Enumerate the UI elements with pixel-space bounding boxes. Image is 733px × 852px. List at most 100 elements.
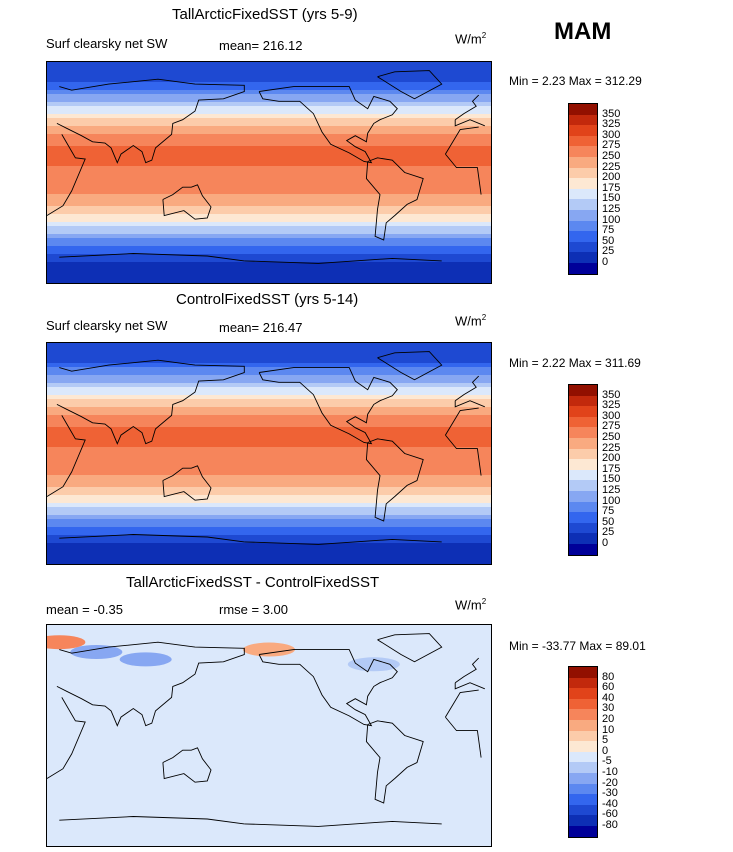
- coastline: [56, 78, 245, 164]
- colorbar-tick-label: -30: [602, 787, 618, 800]
- colorbar-tick-label: 275: [602, 420, 621, 433]
- field-band: [47, 451, 491, 456]
- field-band: [47, 483, 491, 488]
- field-band: [47, 134, 491, 139]
- colorbar-tick-label: 275: [602, 139, 621, 152]
- colorbar-tick-label: -60: [602, 808, 618, 821]
- field-band: [47, 270, 491, 275]
- colorbar-swatch: [569, 533, 597, 544]
- field-band: [47, 407, 491, 412]
- field-band: [47, 198, 491, 203]
- coastline: [377, 351, 443, 381]
- field-band: [47, 419, 491, 424]
- field-band: [47, 194, 491, 199]
- field-band: [47, 266, 491, 271]
- colorbar-swatch: [569, 104, 597, 115]
- field-band: [47, 150, 491, 155]
- colorbar-swatch: [569, 688, 597, 699]
- field-band: [47, 459, 491, 464]
- field-band: [47, 142, 491, 147]
- coastline: [377, 633, 443, 663]
- colorbar-swatch: [569, 677, 597, 689]
- field-band: [47, 94, 491, 99]
- field-band: [47, 110, 491, 115]
- field-band: [47, 70, 491, 75]
- panel-1-mean: mean= 216.12: [219, 38, 303, 53]
- field-band: [47, 543, 491, 548]
- field-band: [47, 278, 491, 283]
- field-band: [47, 399, 491, 404]
- field-band: [47, 563, 491, 564]
- coastline: [365, 438, 424, 522]
- panel-3-title: TallArcticFixedSST - ControlFixedSST: [126, 574, 380, 591]
- field-band: [47, 130, 491, 135]
- coastline: [454, 94, 480, 121]
- field-band: [47, 411, 491, 416]
- field-band: [47, 174, 491, 179]
- field-band: [47, 355, 491, 360]
- panel-1-units: W/m2: [455, 31, 487, 47]
- colorbar-swatch: [569, 220, 597, 232]
- colorbar-tick-label: 0: [602, 256, 609, 268]
- coastline: [445, 689, 479, 718]
- coastline: [162, 747, 212, 783]
- colorbar-swatch: [569, 406, 597, 417]
- colorbar-swatch: [569, 667, 597, 678]
- field-band: [47, 114, 491, 119]
- colorbar-swatch: [569, 501, 597, 513]
- coastline: [454, 400, 485, 408]
- coastline: [445, 126, 479, 155]
- field-band: [47, 503, 491, 508]
- colorbar-tick-label: 60: [602, 681, 615, 694]
- colorbar-swatch: [569, 395, 597, 407]
- coastline: [244, 538, 442, 545]
- coastline: [59, 534, 245, 543]
- field-band: [47, 423, 491, 428]
- coastline: [454, 682, 485, 690]
- field-band: [47, 511, 491, 516]
- field-band: [47, 507, 491, 512]
- field-band: [47, 343, 491, 348]
- field-band: [47, 443, 491, 448]
- field-band: [47, 154, 491, 159]
- field-band: [47, 234, 491, 239]
- panel-1-title: TallArcticFixedSST (yrs 5-9): [172, 6, 358, 23]
- field-band: [47, 531, 491, 536]
- colorbar-tick-label: 0: [602, 744, 609, 757]
- coastline: [162, 184, 212, 220]
- anomaly-patch: [47, 635, 86, 650]
- coastline: [454, 119, 485, 127]
- field-band: [47, 122, 491, 127]
- colorbar-swatch: [569, 825, 597, 837]
- field-band: [47, 387, 491, 392]
- colorbar-swatch: [569, 125, 597, 136]
- panel-1-minmax: Min = 2.23 Max = 312.29: [509, 74, 642, 88]
- coastline: [244, 820, 442, 827]
- anomaly-patch: [119, 652, 172, 667]
- field-band: [47, 415, 491, 420]
- colorbar-swatch: [569, 252, 597, 263]
- field-band: [47, 467, 491, 472]
- colorbar-tick-label: 0: [602, 537, 609, 549]
- colorbar-swatch: [569, 522, 597, 534]
- colorbar-tick-label: 40: [602, 691, 615, 704]
- colorbar-tick-label: 300: [602, 409, 621, 422]
- field-band: [47, 158, 491, 163]
- colorbar-swatch: [569, 709, 597, 720]
- colorbar-tick-label: 325: [602, 399, 621, 412]
- field-band: [47, 475, 491, 480]
- field-band: [47, 535, 491, 540]
- colorbar-swatch: [569, 231, 597, 242]
- panel-2-minmax: Min = 2.22 Max = 311.69: [509, 356, 641, 370]
- field-band: [47, 447, 491, 452]
- colorbar-tick-label: 200: [602, 452, 621, 465]
- colorbar-tick-label: 20: [602, 713, 615, 725]
- colorbar-swatch: [569, 178, 597, 189]
- field-band: [47, 515, 491, 520]
- colorbar-swatch: [569, 762, 597, 773]
- colorbar-swatch: [569, 815, 597, 826]
- colorbar-swatch: [569, 741, 597, 752]
- field-band: [47, 66, 491, 71]
- field-band: [47, 547, 491, 552]
- field-band: [47, 250, 491, 255]
